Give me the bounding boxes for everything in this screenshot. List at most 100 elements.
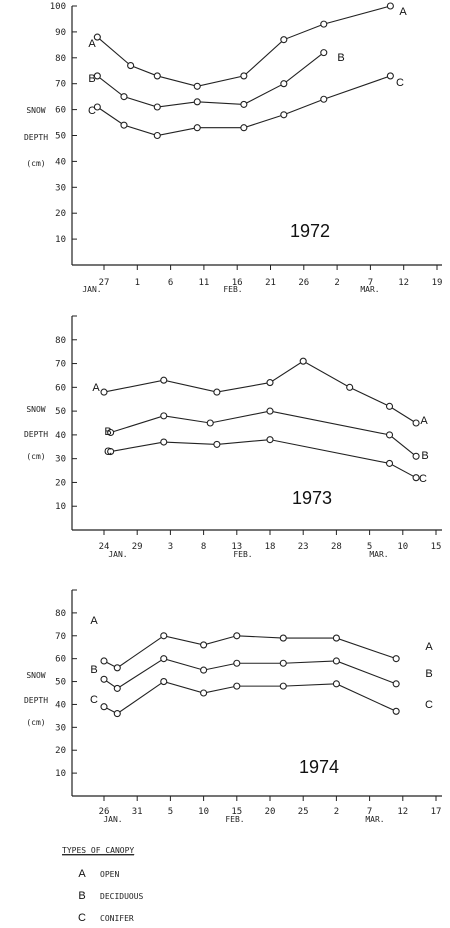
- y-axis-label: DEPTH: [24, 430, 48, 439]
- x-tick-label: 11: [198, 278, 209, 288]
- y-tick-label: 30: [55, 455, 66, 465]
- x-tick-label: 19: [432, 278, 443, 288]
- data-point: [412, 419, 420, 427]
- x-tick-label: 29: [132, 542, 143, 552]
- data-point: [240, 100, 248, 108]
- month-label: MAR.: [360, 285, 379, 294]
- data-point: [160, 376, 168, 384]
- y-tick-label: 40: [55, 700, 66, 710]
- series-letter-label: B: [90, 664, 97, 676]
- data-point: [385, 459, 394, 467]
- data-point: [266, 436, 274, 444]
- data-point: [153, 72, 161, 80]
- x-tick-label: 8: [201, 542, 206, 552]
- data-point: [280, 80, 288, 88]
- data-point: [160, 632, 168, 640]
- data-point: [279, 659, 287, 667]
- data-point: [120, 93, 128, 101]
- data-point: [233, 632, 241, 640]
- y-tick-label: 100: [50, 2, 66, 12]
- y-tick-label: 20: [55, 746, 66, 756]
- series-C: CC: [104, 436, 427, 485]
- legend-title: TYPES OF CANOPY: [62, 846, 134, 855]
- data-point: [100, 675, 108, 683]
- data-point: [206, 419, 214, 427]
- data-point: [412, 452, 420, 460]
- data-point: [193, 98, 201, 106]
- series-line-B: [103, 658, 397, 690]
- y-axis-label: (cm): [26, 452, 45, 461]
- data-point: [332, 680, 340, 688]
- y-tick-label: 80: [55, 54, 66, 64]
- series-B: BB: [104, 407, 429, 462]
- x-tick-label: 5: [367, 542, 372, 552]
- series-A: AA: [90, 615, 433, 672]
- y-tick-label: 70: [55, 632, 66, 642]
- legend-label: DECIDUOUS: [100, 892, 144, 901]
- data-point: [266, 407, 274, 415]
- y-tick-label: 40: [55, 431, 66, 441]
- series-line-B: [110, 410, 417, 457]
- series-letter-label: C: [88, 105, 96, 117]
- legend-letter: C: [78, 912, 86, 924]
- data-point: [113, 664, 121, 672]
- chart-panel-1974: 10 20 30 40 50 60 70 80 26 31 5 10 15 20 25 2 7 12 17 JAN. F…: [24, 589, 442, 824]
- data-point: [385, 402, 394, 410]
- data-point: [233, 682, 241, 690]
- data-point: [392, 655, 400, 663]
- data-point: [107, 447, 115, 456]
- series-line-A: [103, 360, 417, 424]
- legend-letter: A: [78, 868, 86, 880]
- data-point: [332, 657, 340, 665]
- x-tick-label: 25: [298, 807, 309, 817]
- series-B: BB: [88, 49, 345, 111]
- x-tick-label: 12: [398, 278, 409, 288]
- data-point: [213, 440, 221, 448]
- data-point: [392, 680, 400, 688]
- y-axis-label: SNOW: [26, 106, 45, 115]
- data-point: [386, 2, 394, 10]
- x-tick-label: 3: [168, 542, 173, 552]
- data-point: [320, 49, 328, 57]
- x-tick-label: 10: [198, 807, 209, 817]
- data-point: [412, 474, 420, 482]
- data-point: [113, 684, 121, 692]
- data-point: [107, 428, 115, 437]
- x-tick-label: 20: [265, 807, 276, 817]
- x-tick-label: 18: [265, 542, 276, 552]
- data-point: [240, 124, 248, 132]
- series-letter-label: B: [421, 450, 428, 462]
- series-C: CC: [88, 72, 404, 140]
- x-tick-label: 26: [298, 278, 309, 288]
- legend-letter: B: [78, 890, 85, 902]
- data-point: [280, 36, 288, 44]
- y-tick-label: 50: [55, 407, 66, 417]
- y-tick-label: 70: [55, 80, 66, 90]
- month-label: FEB.: [233, 550, 252, 559]
- x-tick-label: 7: [368, 278, 373, 288]
- series-line-C: [97, 75, 391, 137]
- data-point: [233, 659, 241, 667]
- x-tick-label: 6: [168, 278, 173, 288]
- y-axis-label: SNOW: [26, 671, 45, 680]
- data-point: [279, 634, 287, 642]
- data-point: [113, 710, 121, 718]
- series-line-C: [103, 680, 397, 715]
- y-tick-label: 60: [55, 655, 66, 665]
- y-axis-label: DEPTH: [24, 133, 48, 142]
- y-axis-label: (cm): [26, 718, 45, 727]
- x-tick-label: 21: [265, 278, 276, 288]
- data-point: [320, 20, 328, 28]
- legend-label: CONIFER: [100, 914, 134, 923]
- chart-year-title: 1974: [299, 757, 339, 777]
- data-point: [320, 95, 328, 103]
- data-point: [346, 383, 354, 391]
- x-tick-label: 17: [431, 807, 442, 817]
- data-point: [127, 62, 135, 70]
- series-letter-label: C: [104, 446, 112, 458]
- series-letter-label: B: [337, 52, 344, 64]
- series-line-A: [103, 635, 397, 669]
- data-point: [200, 666, 208, 674]
